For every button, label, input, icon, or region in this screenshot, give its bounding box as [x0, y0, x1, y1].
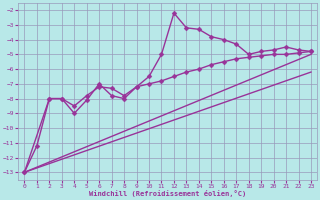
X-axis label: Windchill (Refroidissement éolien,°C): Windchill (Refroidissement éolien,°C) [89, 190, 246, 197]
